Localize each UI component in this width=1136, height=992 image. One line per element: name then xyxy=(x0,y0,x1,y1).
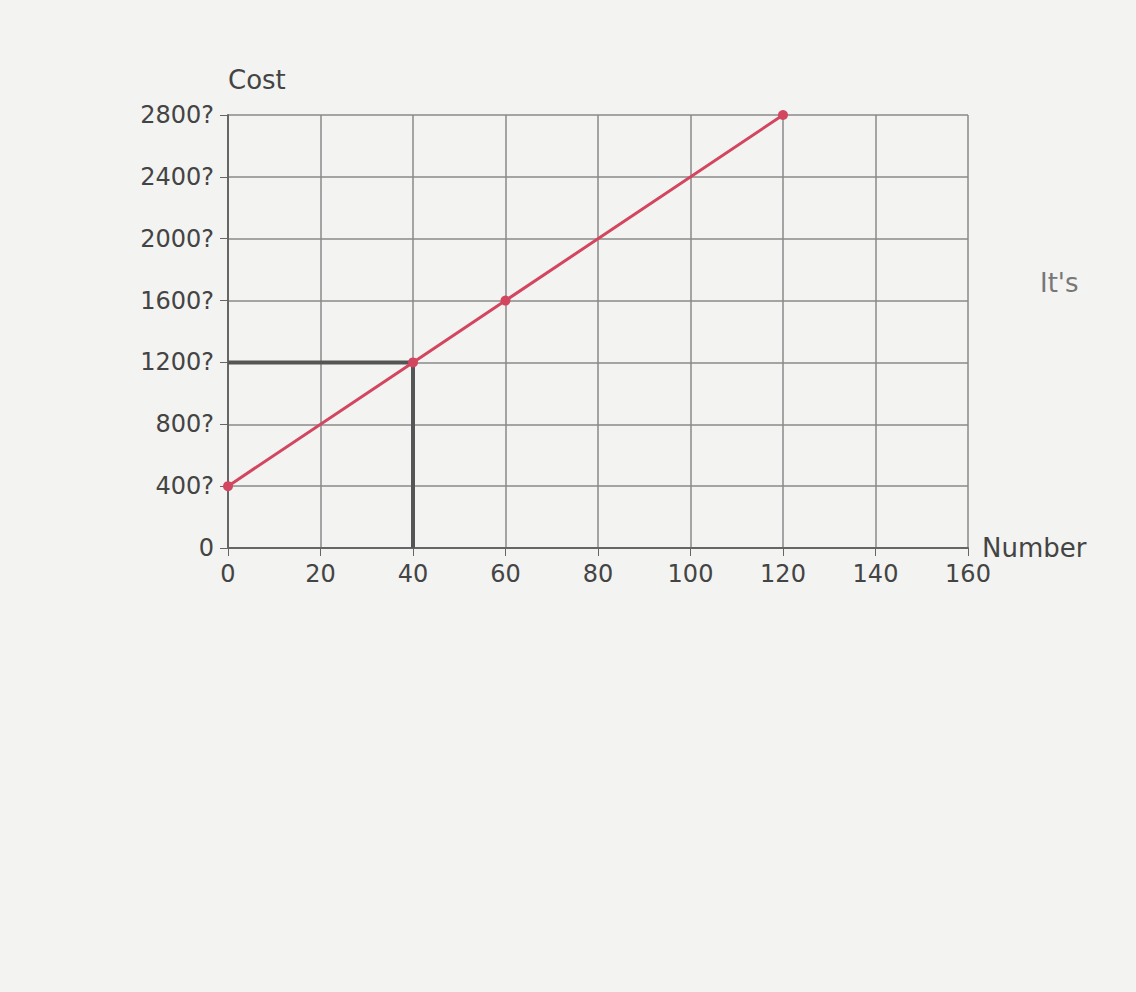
svg-text:1600?: 1600? xyxy=(140,287,214,315)
svg-text:800?: 800? xyxy=(155,410,214,438)
svg-text:140: 140 xyxy=(853,560,899,588)
svg-text:Number: Number xyxy=(982,533,1087,563)
svg-text:120: 120 xyxy=(760,560,806,588)
svg-text:100: 100 xyxy=(668,560,714,588)
svg-text:40: 40 xyxy=(398,560,429,588)
svg-text:Cost: Cost xyxy=(228,65,286,95)
svg-text:160: 160 xyxy=(945,560,991,588)
svg-text:2000?: 2000? xyxy=(140,225,214,253)
svg-text:400?: 400? xyxy=(155,472,214,500)
svg-text:60: 60 xyxy=(490,560,521,588)
svg-text:2800?: 2800? xyxy=(140,101,214,129)
svg-text:0: 0 xyxy=(220,560,235,588)
svg-text:It's: It's xyxy=(1040,268,1079,298)
svg-text:2400?: 2400? xyxy=(140,163,214,191)
svg-text:0: 0 xyxy=(199,534,214,562)
svg-text:20: 20 xyxy=(305,560,336,588)
svg-text:80: 80 xyxy=(583,560,614,588)
svg-text:1200?: 1200? xyxy=(140,348,214,376)
